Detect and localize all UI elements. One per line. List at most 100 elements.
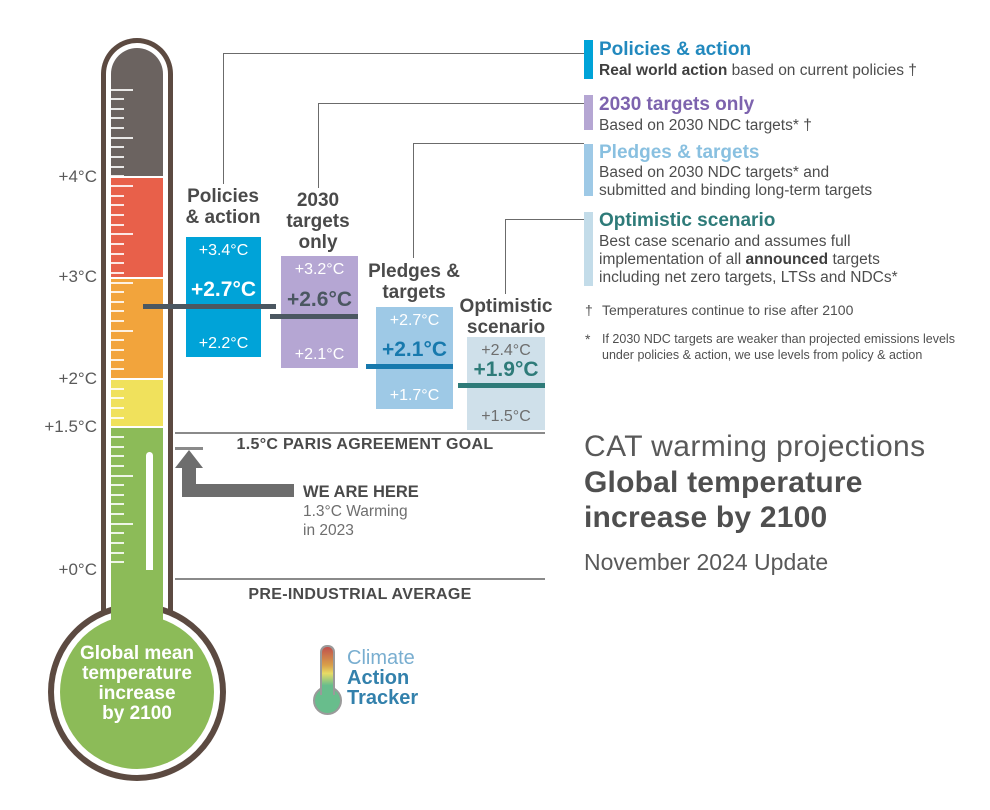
we-are-here-arrow-icon [175, 450, 203, 468]
title-line: Policies [187, 186, 259, 207]
band-divider [111, 277, 163, 279]
thermometer-tick [111, 358, 124, 361]
logo-action: Action [347, 667, 410, 689]
legend-marker-pledges [584, 144, 593, 196]
we-are-here-label: WE ARE HERE [303, 483, 419, 501]
star-symbol: * [585, 331, 591, 347]
column-title-policies: Policies & action [163, 186, 283, 228]
legend-title-optimistic: Optimistic scenario [599, 210, 776, 231]
legend-body-line: implementation of all announced targets [599, 251, 989, 269]
thermometer-tick [111, 262, 124, 265]
thermometer-tick [111, 464, 124, 467]
title-line: targets [286, 211, 350, 232]
legend-body-pledges: Based on 2030 NDC targets* and submitted… [599, 164, 989, 200]
connector-2030-h [318, 103, 584, 104]
thermometer-tick [111, 445, 124, 448]
bulb-caption-line: by 2100 [102, 703, 172, 724]
title-line: Pledges & [368, 261, 460, 282]
bulb-caption-line: Global mean [79, 643, 195, 664]
thermometer-tick [111, 107, 124, 110]
thermometer-bulb [60, 615, 214, 769]
scale-label-4c: +4°C [58, 167, 97, 186]
chart-kicker: CAT warming projections [584, 430, 926, 463]
bar-2030-targets: +3.2°C +2.1°C [281, 256, 358, 368]
bar-high-value: +3.2°C [294, 261, 345, 278]
thermometer-tick [111, 204, 124, 207]
title-line: & action [185, 207, 261, 228]
thermometer-tick [111, 416, 124, 419]
thermometer-tick [111, 175, 124, 178]
logo-climate: Climate [347, 647, 415, 669]
column-title-2030: 2030 targets only [268, 190, 368, 253]
we-are-here-arrow-bar [182, 484, 294, 497]
scale-label-0c: +0°C [58, 560, 97, 579]
legend-body-text: targets [828, 251, 880, 268]
thermometer-tick [111, 513, 124, 516]
thermometer-tick [111, 493, 124, 496]
paris-goal-line [175, 432, 545, 434]
bar-high-value: +3.4°C [198, 242, 249, 259]
thermometer-tick [111, 310, 124, 313]
thermometer-highlight [146, 452, 153, 575]
thermometer-tick [111, 522, 133, 525]
thermometer-tick [111, 117, 124, 120]
footnote-star-line: under policies & action, we use levels f… [602, 348, 923, 362]
thermometer-tick [111, 242, 124, 245]
bar-low-value: +1.7°C [389, 387, 440, 404]
legend-body-line: Based on 2030 NDC targets* and [599, 164, 830, 181]
connector-optimistic-v [505, 219, 506, 294]
thermometer-tick [111, 551, 124, 554]
bulb-caption-line: temperature [82, 663, 192, 684]
thermometer-tick [111, 271, 124, 274]
column-title-pledges: Pledges & targets [349, 261, 479, 303]
chart-title-line2: increase by 2100 [584, 501, 828, 534]
current-warming-value: 1.3°C Warming [303, 503, 408, 520]
thermometer-tick [111, 339, 124, 342]
connector-pledges-v [413, 143, 414, 258]
logo-thermometer-icon [320, 645, 335, 695]
thermometer-tick [111, 542, 124, 545]
thermometer-tick [111, 503, 124, 506]
thermo-band-2-3c [111, 279, 163, 378]
thermometer-tick [111, 127, 124, 130]
thermometer-tick [111, 136, 133, 139]
legend-title-pledges: Pledges & targets [599, 142, 760, 163]
current-warming-tick [175, 447, 203, 450]
thermometer-tick [111, 156, 124, 159]
thermometer-neck [111, 570, 163, 640]
thermometer-tick [111, 88, 133, 91]
thermometer-tick [111, 291, 124, 294]
title-line: 2030 [296, 190, 340, 211]
title-line: Optimistic [459, 296, 553, 317]
bar-optimistic-central-line [458, 383, 545, 388]
title-line: targets [382, 282, 446, 303]
thermometer-tick [111, 329, 133, 332]
title-line: only [298, 232, 338, 253]
thermometer-tick [111, 165, 124, 168]
thermometer-tick [111, 378, 133, 380]
connector-pledges-h [413, 143, 584, 144]
band-divider [111, 378, 163, 380]
thermometer-tick [111, 532, 124, 535]
scale-label-2c: +2°C [58, 369, 97, 388]
thermometer-tick [111, 455, 124, 458]
paris-goal-label: 1.5°C PARIS AGREEMENT GOAL [236, 436, 494, 453]
legend-body-line: submitted and binding long-term targets [599, 182, 873, 199]
thermometer-tick [111, 252, 124, 255]
bar-2030-central-value: +2.6°C [286, 288, 353, 311]
connector-optimistic-h [505, 219, 584, 220]
thermometer-tick [111, 474, 133, 477]
connector-policies-h [223, 53, 584, 54]
legend-title-policies: Policies & action [599, 39, 752, 60]
band-divider [111, 426, 163, 428]
legend-body-2030: Based on 2030 NDC targets* † [599, 117, 812, 134]
legend-marker-optimistic [584, 212, 593, 286]
thermometer-tick [111, 281, 133, 284]
thermo-band-3-4c [111, 178, 163, 277]
bar-policies-action: +3.4°C +2.2°C [186, 237, 261, 357]
scale-label-15c: +1.5°C [44, 417, 97, 436]
footnote-star-line: If 2030 NDC targets are weaker than proj… [602, 332, 955, 346]
thermometer-tick [111, 397, 124, 400]
legend-body-optimistic: Best case scenario and assumes full impl… [599, 233, 989, 287]
